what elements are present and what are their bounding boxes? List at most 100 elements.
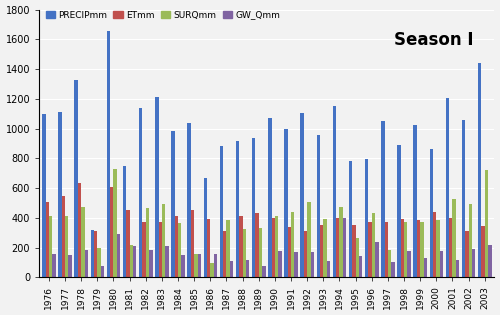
Bar	[42, 114, 45, 278]
Bar	[246, 260, 250, 278]
Bar	[207, 219, 210, 278]
Bar	[142, 222, 146, 278]
Bar	[166, 246, 168, 278]
Bar	[133, 246, 136, 278]
Bar	[368, 222, 372, 278]
Bar	[262, 266, 266, 278]
Bar	[210, 263, 214, 278]
Bar	[414, 125, 417, 278]
Bar	[259, 227, 262, 278]
Bar	[307, 202, 310, 278]
Bar	[230, 261, 233, 278]
Bar	[78, 183, 81, 278]
Bar	[252, 138, 256, 278]
Bar	[420, 222, 424, 278]
Bar	[194, 254, 198, 278]
Bar	[336, 218, 340, 278]
Bar	[310, 252, 314, 278]
Bar	[98, 249, 100, 278]
Bar	[174, 216, 178, 278]
Bar	[100, 266, 104, 278]
Bar	[452, 198, 456, 278]
Bar	[462, 120, 465, 278]
Bar	[436, 220, 440, 278]
Bar	[155, 97, 158, 278]
Bar	[81, 208, 84, 278]
Bar	[214, 254, 217, 278]
Bar	[381, 121, 384, 278]
Bar	[117, 234, 120, 278]
Bar	[404, 222, 407, 278]
Bar	[400, 219, 404, 278]
Bar	[284, 129, 288, 278]
Bar	[408, 251, 411, 278]
Bar	[304, 231, 307, 278]
Bar	[239, 216, 242, 278]
Bar	[223, 231, 226, 278]
Bar	[485, 169, 488, 278]
Text: Season I: Season I	[394, 31, 474, 49]
Bar	[417, 220, 420, 278]
Bar	[465, 231, 468, 278]
Bar	[456, 260, 460, 278]
Bar	[220, 146, 223, 278]
Bar	[58, 112, 61, 278]
Bar	[326, 261, 330, 278]
Bar	[278, 251, 281, 278]
Bar	[191, 210, 194, 278]
Bar	[146, 208, 149, 278]
Bar	[236, 140, 239, 278]
Bar	[430, 149, 433, 278]
Bar	[488, 245, 492, 278]
Bar	[65, 216, 68, 278]
Bar	[204, 178, 207, 278]
Bar	[446, 98, 449, 278]
Bar	[468, 204, 472, 278]
Bar	[130, 245, 133, 278]
Bar	[62, 196, 65, 278]
Bar	[94, 231, 98, 278]
Bar	[126, 210, 130, 278]
Bar	[162, 204, 166, 278]
Bar	[359, 256, 362, 278]
Bar	[352, 225, 356, 278]
Bar	[316, 135, 320, 278]
Bar	[242, 229, 246, 278]
Bar	[46, 202, 49, 278]
Bar	[110, 187, 114, 278]
Bar	[343, 218, 346, 278]
Bar	[291, 212, 294, 278]
Bar	[356, 238, 359, 278]
Bar	[440, 251, 443, 278]
Bar	[472, 249, 476, 278]
Bar	[123, 166, 126, 278]
Bar	[256, 213, 259, 278]
Bar	[226, 220, 230, 278]
Bar	[272, 218, 275, 278]
Bar	[158, 222, 162, 278]
Bar	[90, 230, 94, 278]
Bar	[398, 145, 400, 278]
Bar	[198, 254, 201, 278]
Bar	[332, 106, 336, 278]
Bar	[433, 212, 436, 278]
Bar	[188, 123, 191, 278]
Bar	[482, 226, 485, 278]
Legend: PRECIPmm, ETmm, SURQmm, GW_Qmm: PRECIPmm, ETmm, SURQmm, GW_Qmm	[44, 9, 282, 21]
Bar	[449, 218, 452, 278]
Bar	[288, 227, 291, 278]
Bar	[349, 161, 352, 278]
Bar	[340, 207, 343, 278]
Bar	[106, 31, 110, 278]
Bar	[294, 252, 298, 278]
Bar	[300, 113, 304, 278]
Bar	[114, 169, 117, 278]
Bar	[372, 214, 375, 278]
Bar	[178, 223, 182, 278]
Bar	[172, 131, 174, 278]
Bar	[149, 250, 152, 278]
Bar	[275, 216, 278, 278]
Bar	[392, 262, 394, 278]
Bar	[424, 258, 427, 278]
Bar	[375, 243, 378, 278]
